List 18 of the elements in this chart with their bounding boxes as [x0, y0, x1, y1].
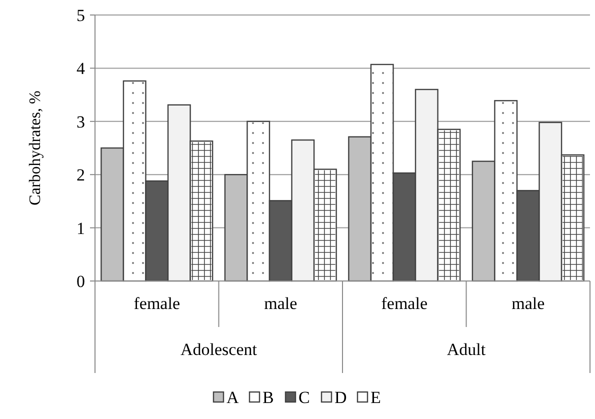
legend-label: C	[298, 388, 310, 407]
y-tick-label: 2	[76, 166, 85, 185]
legend-label: D	[334, 388, 347, 407]
text: Adult	[446, 340, 486, 359]
y-tick-label: 1	[76, 218, 85, 238]
x-tick-label: female	[134, 294, 180, 313]
x-tick-label: female	[381, 294, 428, 313]
y-tick-label: 3	[76, 112, 85, 132]
y-tick-label: 4	[76, 59, 86, 78]
x-tick-label: male	[264, 294, 298, 313]
y-tick-label: 0	[76, 272, 85, 291]
y-tick-label: 5	[76, 6, 85, 25]
legend-label: B	[262, 388, 274, 407]
text: Adolescent	[180, 340, 258, 359]
y-axis-title: Carbohydrates, %	[27, 90, 44, 206]
legend-label: E	[370, 388, 381, 407]
x-tick-label: male	[512, 294, 545, 313]
legend-label: A	[226, 388, 240, 407]
